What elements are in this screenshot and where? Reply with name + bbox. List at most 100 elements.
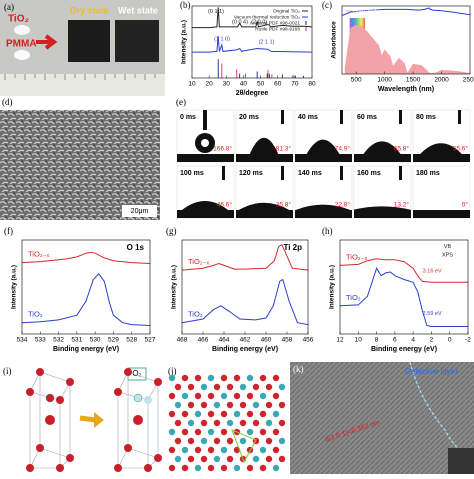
atom <box>259 410 267 418</box>
atom <box>252 419 260 427</box>
atom <box>56 464 64 472</box>
angle-label: 55.6° <box>453 145 469 153</box>
atom <box>66 378 74 386</box>
atom <box>194 374 202 382</box>
angle-label: 0° <box>462 201 469 209</box>
line <box>181 243 309 271</box>
droplet <box>238 202 290 210</box>
x-axis-label: Binding energy (eV) <box>212 346 278 353</box>
atom <box>26 388 34 396</box>
atom <box>174 437 182 445</box>
panel-label: (a) <box>4 2 14 12</box>
label: O₂ <box>132 369 141 378</box>
y-axis-label: Absorbance <box>331 21 338 59</box>
angle-label: 166.8° <box>213 145 232 153</box>
x-axis-label: Wavelength (nm) <box>378 86 434 93</box>
legend-label: Solar irradiance <box>354 8 388 14</box>
atom <box>239 401 247 409</box>
atom <box>213 383 221 391</box>
x-tick-label: 50 <box>257 81 265 88</box>
x-tick-label: 468 <box>177 337 188 344</box>
x-tick-label: 530 <box>90 337 101 344</box>
substrate <box>236 154 293 162</box>
annotation: (0 1 1) <box>208 9 224 15</box>
lattice: (j) <box>168 366 286 472</box>
droplet <box>352 206 412 210</box>
chart: 500 1000 1500 2000 2500 Wavelength (nm) Absorb… <box>322 0 474 93</box>
plot-frame <box>181 239 309 335</box>
atom <box>187 419 195 427</box>
annotation: 2.59 eV <box>423 311 442 317</box>
atom <box>207 464 215 472</box>
x-tick-label: 531 <box>71 337 82 344</box>
needle <box>340 166 343 180</box>
atom <box>200 401 208 409</box>
x-tick-label: 529 <box>108 337 119 344</box>
time-label: 100 ms <box>180 170 204 177</box>
x-tick-label: 20 <box>206 81 214 88</box>
atom <box>181 374 189 382</box>
photo-a: (a) TiO₂ PMMA Dry state Wet state <box>0 0 165 96</box>
x-axis-label: Binding energy (eV) <box>53 346 119 353</box>
time-label: 120 ms <box>239 170 263 177</box>
atom <box>220 428 228 436</box>
atom <box>45 415 55 425</box>
droplet <box>249 137 279 154</box>
chart: 534 533 532 531 530 529 528 527 Binding energy (… <box>4 226 156 353</box>
chart: 10 20 30 40 50 60 70 80 2θ/degree Intensity (a.u.… <box>180 0 316 97</box>
needle <box>458 110 461 124</box>
cell-edge <box>39 447 71 459</box>
atom <box>207 374 215 382</box>
atom <box>168 374 176 382</box>
x-tick-label: 466 <box>198 337 209 344</box>
substrate <box>236 210 293 218</box>
line <box>192 7 313 29</box>
angle-label: 35.8° <box>276 201 292 209</box>
x-tick-label: 1000 <box>377 77 392 84</box>
atom <box>272 428 280 436</box>
line <box>339 267 468 327</box>
atom <box>207 446 215 454</box>
x-tick-label: 458 <box>282 337 293 344</box>
annotation: 3.16 eV <box>423 268 442 274</box>
chart-title: Ti 2p <box>283 243 302 252</box>
droplet <box>420 143 462 154</box>
atom <box>194 446 202 454</box>
substrate <box>295 154 352 162</box>
atom <box>181 392 189 400</box>
atom <box>278 419 286 427</box>
x-tick-label: 60 <box>274 81 282 88</box>
substrate <box>413 210 470 218</box>
x-tick-label: 8 <box>375 337 379 344</box>
legend-label: Vacuum thermal reduction TiO₂ <box>234 14 300 20</box>
line <box>192 36 313 53</box>
atom <box>220 446 228 454</box>
atom <box>187 401 195 409</box>
x-tick-label: 528 <box>126 337 137 344</box>
atom <box>36 368 44 376</box>
label: Dry state <box>70 5 109 15</box>
series-label: TiO₂₋ₓ <box>188 257 210 266</box>
atom <box>187 383 195 391</box>
atom <box>272 410 280 418</box>
atom <box>45 393 55 403</box>
needle <box>281 166 284 180</box>
plot-frame <box>21 239 151 335</box>
atom <box>213 437 221 445</box>
atom <box>56 396 64 404</box>
atom <box>239 419 247 427</box>
atom <box>207 428 215 436</box>
legend-label: Original TiO₂ <box>273 8 300 14</box>
label: TiO₂ <box>8 14 29 25</box>
needle <box>222 166 225 180</box>
chart: 468 466 464 462 460 458 456 Binding energy (eV)… <box>166 226 314 353</box>
atom <box>265 437 273 445</box>
angle-label: 65.8° <box>394 145 410 153</box>
line <box>181 278 309 326</box>
time-label: 160 ms <box>357 170 381 177</box>
chart: 12 10 8 6 4 2 0 -2 Binding energy (eV) Intensity … <box>322 226 471 353</box>
atom <box>278 455 286 463</box>
label: PMMA <box>6 39 37 50</box>
